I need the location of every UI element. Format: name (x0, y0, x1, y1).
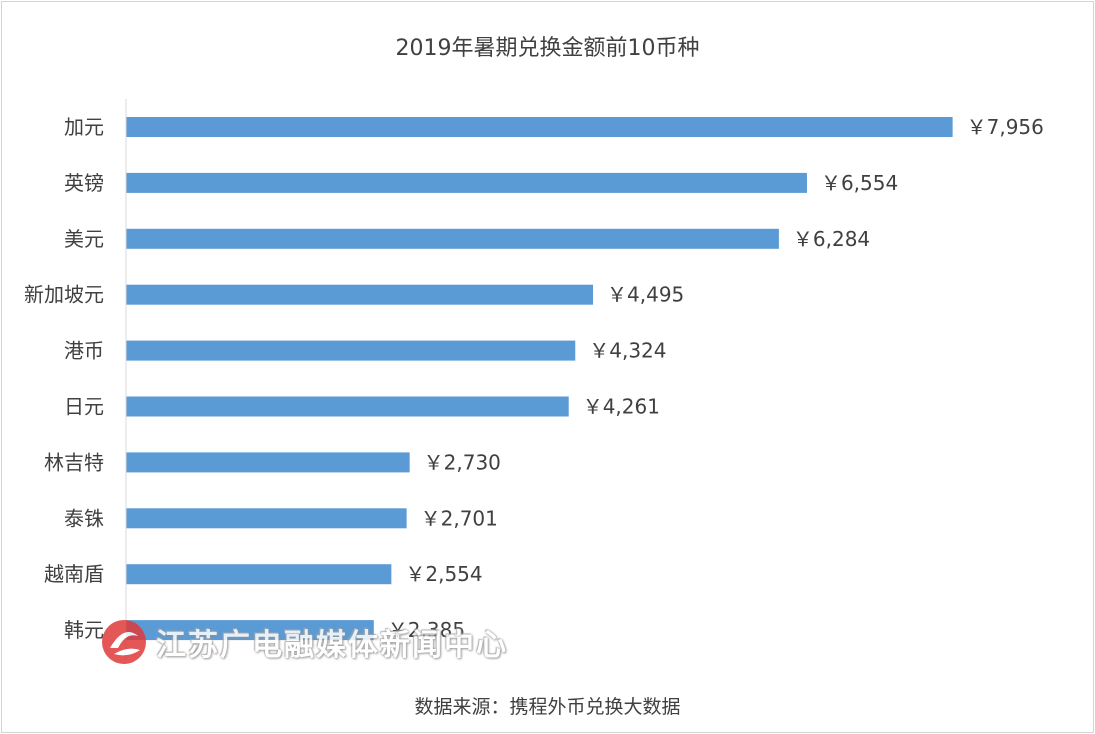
watermark-logo-icon (102, 620, 146, 664)
data-label: ￥4,324 (589, 339, 666, 363)
category-label: 英镑 (64, 171, 104, 195)
chart-title: 2019年暑期兑换金额前10币种 (395, 36, 700, 61)
category-label: 林吉特 (44, 450, 104, 474)
data-label: ￥2,554 (405, 562, 482, 586)
category-label: 港币 (64, 339, 104, 363)
category-label: 美元 (64, 227, 104, 251)
bar (126, 284, 594, 305)
bar (126, 172, 807, 193)
bar (126, 620, 374, 641)
bar (126, 396, 569, 417)
watermark: 江苏广电融媒体新闻中心 (100, 618, 508, 666)
data-label: ￥4,261 (583, 395, 660, 419)
data-label: ￥6,284 (793, 227, 870, 251)
bar (126, 228, 779, 249)
bar (126, 340, 576, 361)
category-label: 日元 (64, 395, 104, 419)
category-label: 加元 (64, 115, 104, 139)
data-label: ￥2,385 (388, 618, 465, 642)
bar (126, 452, 410, 473)
bar (126, 564, 392, 585)
bar (126, 117, 953, 137)
bar (126, 508, 407, 529)
watermark-text: 江苏广电融媒体新闻中心 (156, 628, 508, 663)
data-label: ￥2,701 (421, 506, 498, 530)
category-label: 越南盾 (44, 562, 104, 586)
bars-layer: 加元 ￥7,956 英镑 ￥6,554 美元 ￥6,284 新加坡元 ￥4,495 港币 ￥4,3… (24, 115, 1044, 642)
data-label: ￥4,495 (607, 283, 684, 307)
category-label: 新加坡元 (24, 283, 104, 307)
source-note: 数据来源：携程外币兑换大数据 (414, 696, 681, 718)
data-label: ￥2,730 (424, 450, 501, 474)
category-label: 韩元 (64, 618, 104, 642)
data-label: ￥7,956 (967, 115, 1044, 139)
data-label: ￥6,554 (821, 171, 898, 195)
category-label: 泰铢 (64, 506, 104, 530)
